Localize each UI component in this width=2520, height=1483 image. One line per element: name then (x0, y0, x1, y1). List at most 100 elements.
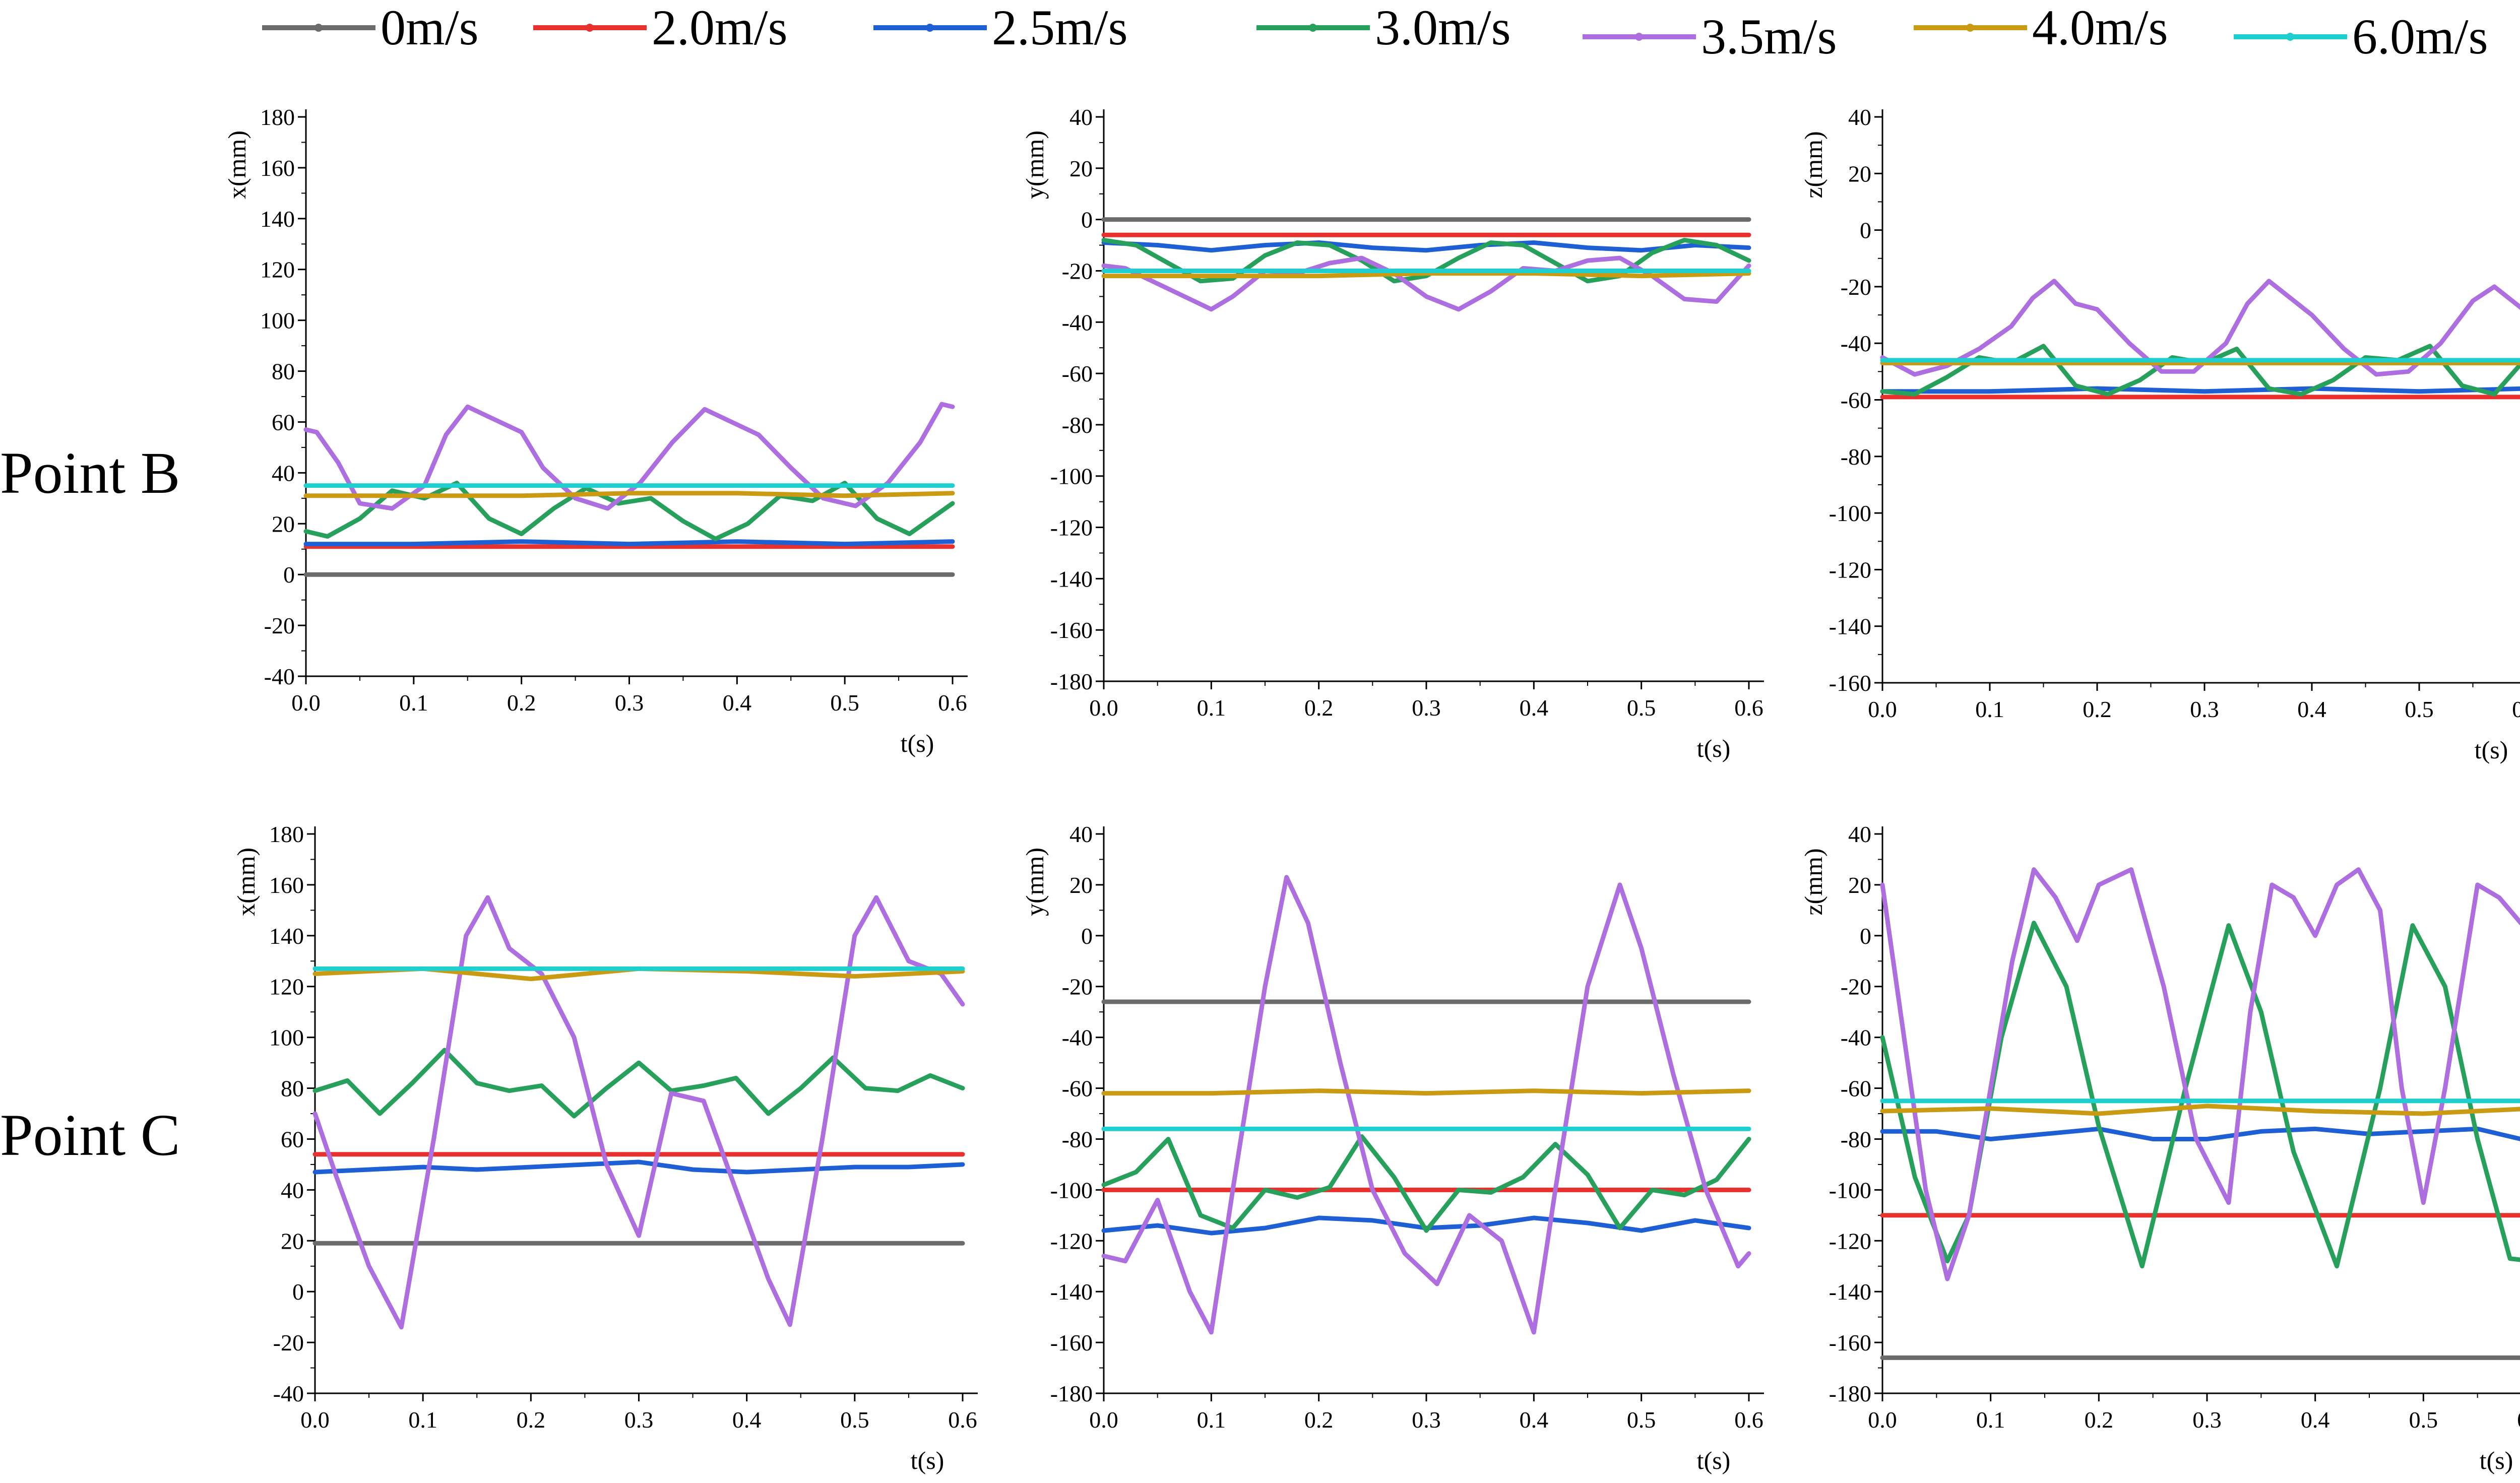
legend-label: 3.0m/s (1375, 0, 1510, 55)
y-tick-label: -100 (1829, 1177, 1871, 1203)
row-label-point-b: Point B (0, 440, 180, 506)
legend-label: 6.0m/s (2352, 9, 2488, 65)
y-tick-label: 20 (1069, 872, 1093, 898)
y-tick-label: 180 (260, 104, 295, 130)
x-axis-title: t(s) (911, 1446, 944, 1474)
y-tick-label: -120 (1050, 1228, 1093, 1254)
y-tick-label: 0 (283, 562, 295, 588)
x-tick-label: 0.2 (2083, 696, 2112, 722)
y-axis-title: y(mm) (1021, 848, 1049, 916)
series-line-4-0m-s (1101, 271, 1751, 279)
series-line-3-5m-s (1880, 867, 2520, 1281)
y-tick-label: -60 (1062, 361, 1093, 386)
y-tick-label: -20 (1062, 974, 1093, 1000)
y-tick-label: 40 (281, 1177, 304, 1203)
legend-label: 0m/s (381, 0, 478, 55)
legend-marker (586, 24, 594, 32)
y-tick-label: -80 (1062, 412, 1093, 438)
series-line-4-0m-s (1880, 1104, 2520, 1116)
series-line-3-0m-s (303, 481, 955, 541)
y-tick-label: 0 (1860, 923, 1871, 949)
row-labels: Point B Point C (0, 440, 180, 1168)
y-tick-label: -160 (1829, 670, 1871, 696)
y-tick-label: -160 (1050, 1330, 1093, 1356)
y-tick-label: -40 (1841, 1025, 1871, 1051)
y-tick-label: -140 (1829, 1279, 1871, 1305)
y-tick-label: -140 (1829, 614, 1871, 639)
y-tick-label: 120 (260, 257, 295, 283)
legend-label: 3.5m/s (1701, 9, 1837, 65)
legend-item-0m-s: 0m/s (262, 0, 478, 55)
y-tick-label: -20 (273, 1330, 304, 1356)
subplot-point-c-x: 180 160 140 120 100 80 60 40 20 0 -20 -400.0 0.1 0.2 0… (232, 821, 978, 1474)
x-tick-label: 0.5 (1627, 695, 1656, 721)
y-tick-label: -140 (1050, 1279, 1093, 1305)
x-tick-label: 0.1 (1197, 695, 1226, 721)
y-tick-label: -60 (1062, 1076, 1093, 1102)
y-axis-title: y(mm) (1021, 131, 1049, 199)
subplot-point-c-y: 40 20 0 -20 -40 -60 -80 -100 -120 -140 -160 -1800.0… (1021, 821, 1764, 1474)
y-tick-label: 40 (1848, 821, 1871, 847)
x-tick-label: 0.2 (1304, 695, 1334, 721)
y-tick-label: -140 (1050, 566, 1093, 592)
x-tick-label: 0.4 (1520, 1407, 1549, 1433)
x-axis-title: t(s) (1697, 734, 1731, 762)
y-tick-label: -180 (1050, 1381, 1093, 1406)
series-line-2-5m-s (1880, 386, 2520, 394)
series-line-3-5m-s (1880, 279, 2520, 377)
y-tick-label: 60 (272, 409, 295, 435)
y-tick-label: 0 (1081, 923, 1093, 949)
x-tick-label: 0.5 (2409, 1407, 2438, 1433)
legend-marker (1966, 24, 1974, 32)
legend-item-3-5m-s: 3.5m/s (1583, 9, 1837, 65)
x-tick-label: 0.4 (732, 1407, 762, 1433)
legend-marker (1635, 33, 1643, 41)
x-tick-label: 0.1 (1976, 1407, 2005, 1433)
y-tick-label: 80 (272, 359, 295, 384)
y-tick-label: -20 (264, 613, 295, 638)
x-tick-label: 0.0 (1089, 1407, 1118, 1433)
legend-item-2-0m-s: 2.0m/s (533, 0, 787, 55)
y-tick-label: 0 (292, 1279, 304, 1305)
y-tick-label: -40 (1841, 331, 1871, 356)
x-tick-label: 0.6 (948, 1407, 977, 1433)
x-tick-label: 0.4 (2297, 696, 2326, 722)
y-tick-label: -20 (1841, 274, 1871, 300)
x-tick-label: 0.3 (615, 690, 644, 716)
x-tick-label: 0.0 (291, 690, 321, 716)
x-tick-label: 0.1 (408, 1407, 437, 1433)
y-tick-label: -180 (1050, 669, 1093, 694)
series-line-3-5m-s (312, 895, 965, 1330)
x-tick-label: 0.2 (507, 690, 536, 716)
legend-label: 2.0m/s (652, 0, 787, 55)
legend-marker (2286, 33, 2294, 41)
x-tick-label: 0.6 (2517, 1407, 2520, 1433)
x-axis-title: t(s) (2475, 736, 2508, 764)
x-axis-title: t(s) (2480, 1446, 2513, 1474)
y-tick-label: 100 (260, 308, 295, 334)
series-line-2-5m-s (1880, 1126, 2520, 1141)
y-tick-label: 180 (269, 821, 304, 847)
x-tick-label: 0.3 (2190, 696, 2219, 722)
y-tick-label: -120 (1829, 557, 1871, 583)
y-tick-label: -60 (1841, 388, 1871, 413)
x-tick-label: 0.5 (840, 1407, 869, 1433)
subplot-point-c-z: 40 20 0 -20 -40 -60 -80 -100 -120 -140 -160 -1800.0… (1799, 821, 2520, 1474)
y-tick-label: 20 (281, 1228, 304, 1254)
legend: 0m/s 2.0m/s 2.5m/s 3.0m/s 3.5m/s 4.0m/s 6.0m/s (262, 0, 2488, 65)
y-tick-label: 0 (1860, 218, 1871, 243)
y-axis-title: x(mm) (232, 848, 260, 916)
y-tick-label: -120 (1050, 515, 1093, 541)
y-tick-label: 120 (269, 974, 304, 1000)
y-tick-label: 40 (1848, 104, 1871, 130)
y-tick-label: -20 (1062, 258, 1093, 284)
y-axis-title: x(mm) (223, 131, 251, 199)
legend-item-2-5m-s: 2.5m/s (873, 0, 1127, 55)
y-tick-label: -80 (1062, 1126, 1093, 1152)
x-tick-label: 0.3 (2192, 1407, 2222, 1433)
x-tick-label: 0.3 (1412, 1407, 1441, 1433)
series-line-3-0m-s (312, 1048, 965, 1119)
x-tick-label: 0.2 (2085, 1407, 2114, 1433)
